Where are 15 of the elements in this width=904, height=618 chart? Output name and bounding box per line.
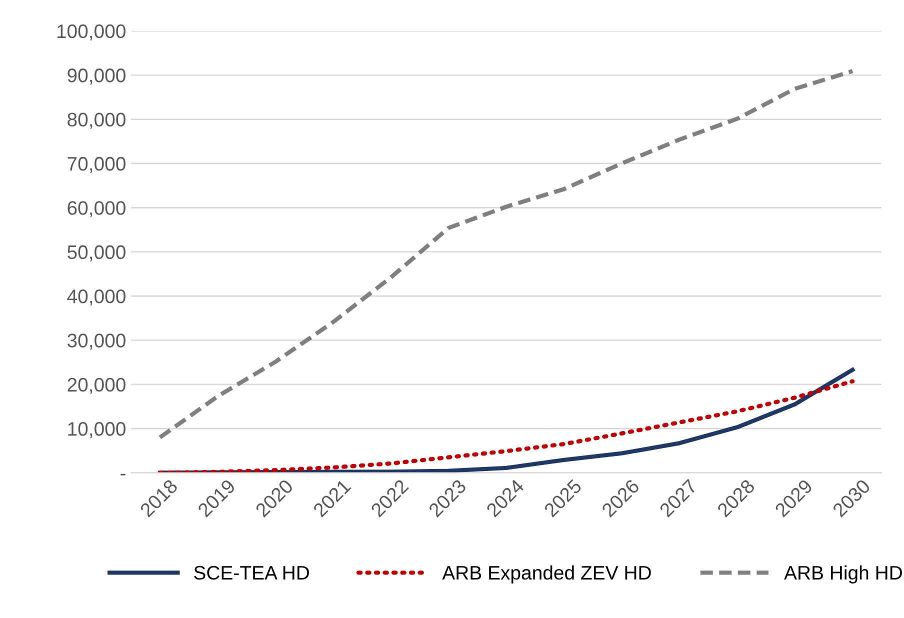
legend-label: ARB Expanded ZEV HD: [442, 565, 651, 584]
y-tick-label: 90,000: [68, 68, 126, 85]
y-tick-label: 30,000: [67, 334, 126, 350]
y-tick-label: 70,000: [68, 156, 126, 173]
legend-label: ARB High HD: [784, 565, 902, 584]
y-tick-label: 100,000: [57, 24, 126, 40]
y-tick-label: 40,000: [67, 289, 126, 306]
y-tick-label: 80,000: [68, 112, 126, 129]
y-tick-label: -: [120, 474, 126, 476]
y-tick-label: 60,000: [68, 201, 126, 218]
y-tick-label: 20,000: [68, 378, 126, 394]
y-tick-label: 10,000: [68, 422, 126, 438]
legend-label: SCE-TEA HD: [194, 566, 309, 580]
line-series: [158, 69, 855, 440]
y-tick-label: 50,000: [68, 245, 126, 262]
